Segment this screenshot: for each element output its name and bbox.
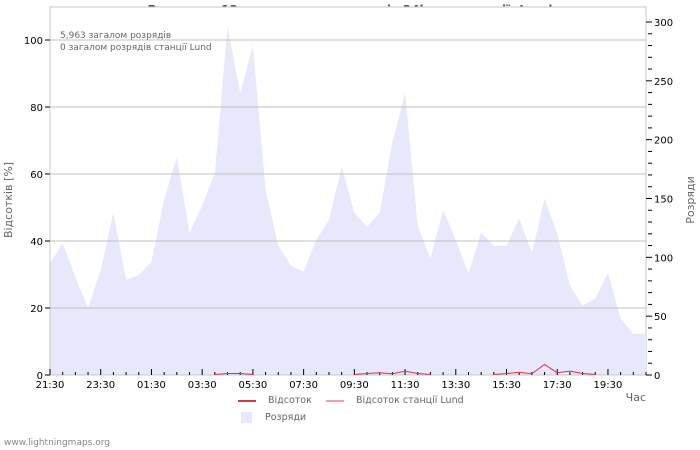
left-tick-label: 100 — [24, 36, 43, 47]
right-tick-label: 100 — [654, 253, 673, 264]
right-tick-label: 300 — [654, 18, 673, 29]
legend-strikes: Розряди — [238, 412, 306, 423]
percent-line — [214, 363, 596, 375]
x-tick-label: 15:30 — [492, 380, 521, 391]
right-tick-label: 250 — [654, 77, 673, 88]
x-tick-label: 01:30 — [137, 380, 166, 391]
x-tick-label: 23:30 — [86, 380, 115, 391]
legend-percent-station: Відсоток станції Lund — [326, 395, 464, 406]
x-axis-title: Час — [626, 391, 646, 404]
x-tick-label: 05:30 — [238, 380, 267, 391]
right-tick-label: 200 — [654, 136, 673, 147]
x-tick-label: 11:30 — [391, 380, 420, 391]
right-tick-label: 0 — [654, 371, 660, 382]
left-axis-title: Відсотків [%] — [2, 162, 15, 238]
x-tick-label: 19:30 — [594, 380, 623, 391]
total-strikes-text: 5,963 загалом розрядів — [60, 31, 172, 41]
legend-percent-swatch — [238, 399, 256, 402]
chart-info: 5,963 загалом розрядів 0 загалом розряді… — [60, 30, 212, 54]
x-tick-label: 21:30 — [36, 380, 65, 391]
left-tick-label: 40 — [30, 237, 43, 248]
legend-strikes-label: Розряди — [265, 412, 307, 423]
x-tick-label: 17:30 — [543, 380, 572, 391]
left-tick-label: 60 — [30, 170, 43, 181]
right-tick-label: 150 — [654, 195, 673, 206]
x-tick-label: 07:30 — [289, 380, 318, 391]
left-tick-label: 0 — [37, 371, 43, 382]
legend-percent-station-swatch — [326, 399, 344, 402]
legend-percent: Відсоток — [238, 395, 312, 406]
strikes-area — [50, 26, 646, 375]
footer-link[interactable]: www.lightningmaps.org — [4, 438, 110, 448]
x-tick-label: 13:30 — [441, 380, 470, 391]
right-axis-title: Розряди — [684, 176, 697, 224]
legend-strikes-swatch — [241, 412, 252, 423]
left-tick-label: 20 — [30, 304, 43, 315]
x-tick-label: 09:30 — [340, 380, 369, 391]
legend-percent-station-label: Відсоток станції Lund — [356, 395, 464, 406]
station-strikes-text: 0 загалом розрядів станції Lund — [60, 43, 212, 53]
left-tick-label: 80 — [30, 103, 43, 114]
right-tick-label: 50 — [654, 312, 667, 323]
legend-percent-label: Відсоток — [268, 395, 312, 406]
x-tick-label: 03:30 — [188, 380, 217, 391]
